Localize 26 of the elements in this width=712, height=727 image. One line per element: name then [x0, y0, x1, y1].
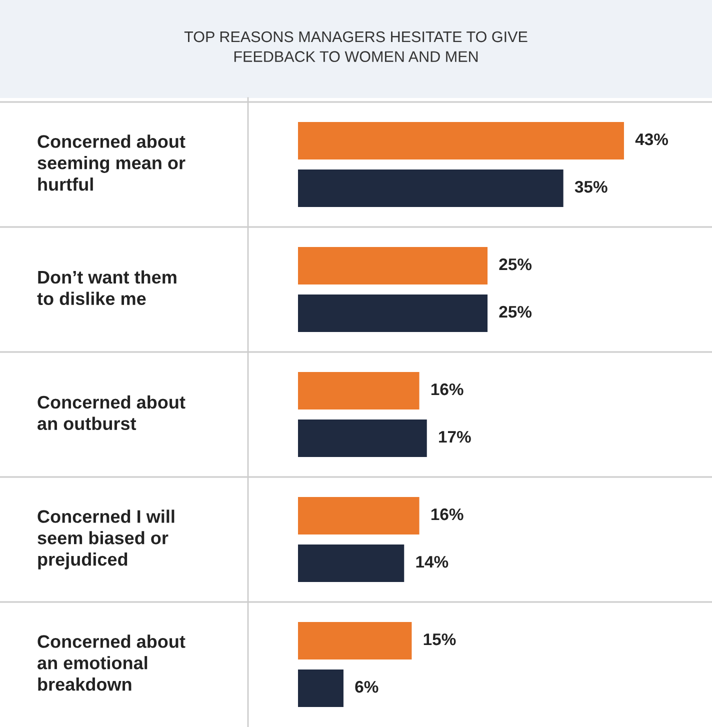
bar — [298, 294, 488, 332]
bar — [298, 497, 420, 534]
data-label: 17% — [439, 430, 471, 443]
y-tick-label: Concerned about seeming mean or hurtful — [38, 134, 186, 191]
bar — [298, 372, 420, 410]
data-label: 14% — [416, 556, 448, 568]
y-tick-label: Concerned I will seem biased or prejudiced — [38, 510, 174, 570]
data-label: 16% — [431, 508, 464, 520]
chart-title: TOP REASONS MANAGERS HESITATE TO GIVE FEEDBACK TO WOMEN AND MEN — [184, 31, 528, 62]
data-label: 35% — [574, 180, 608, 193]
y-tick-label: Don’t want them to dislike me — [37, 270, 176, 306]
bar — [298, 622, 412, 660]
bar — [298, 670, 344, 707]
y-tick-label: Concerned about an emotional breakdown — [38, 634, 186, 691]
y-tick-label: Concerned about an outburst — [38, 395, 186, 430]
data-label: 25% — [499, 306, 532, 318]
bar — [298, 544, 404, 582]
bar — [298, 122, 624, 160]
data-label: 6% — [355, 680, 378, 693]
data-label: 15% — [424, 633, 456, 646]
bar — [298, 247, 488, 284]
data-label: 25% — [499, 258, 532, 270]
bar — [298, 420, 427, 457]
bar — [298, 170, 564, 207]
data-label: 16% — [431, 383, 464, 396]
data-label: 43% — [635, 133, 668, 146]
